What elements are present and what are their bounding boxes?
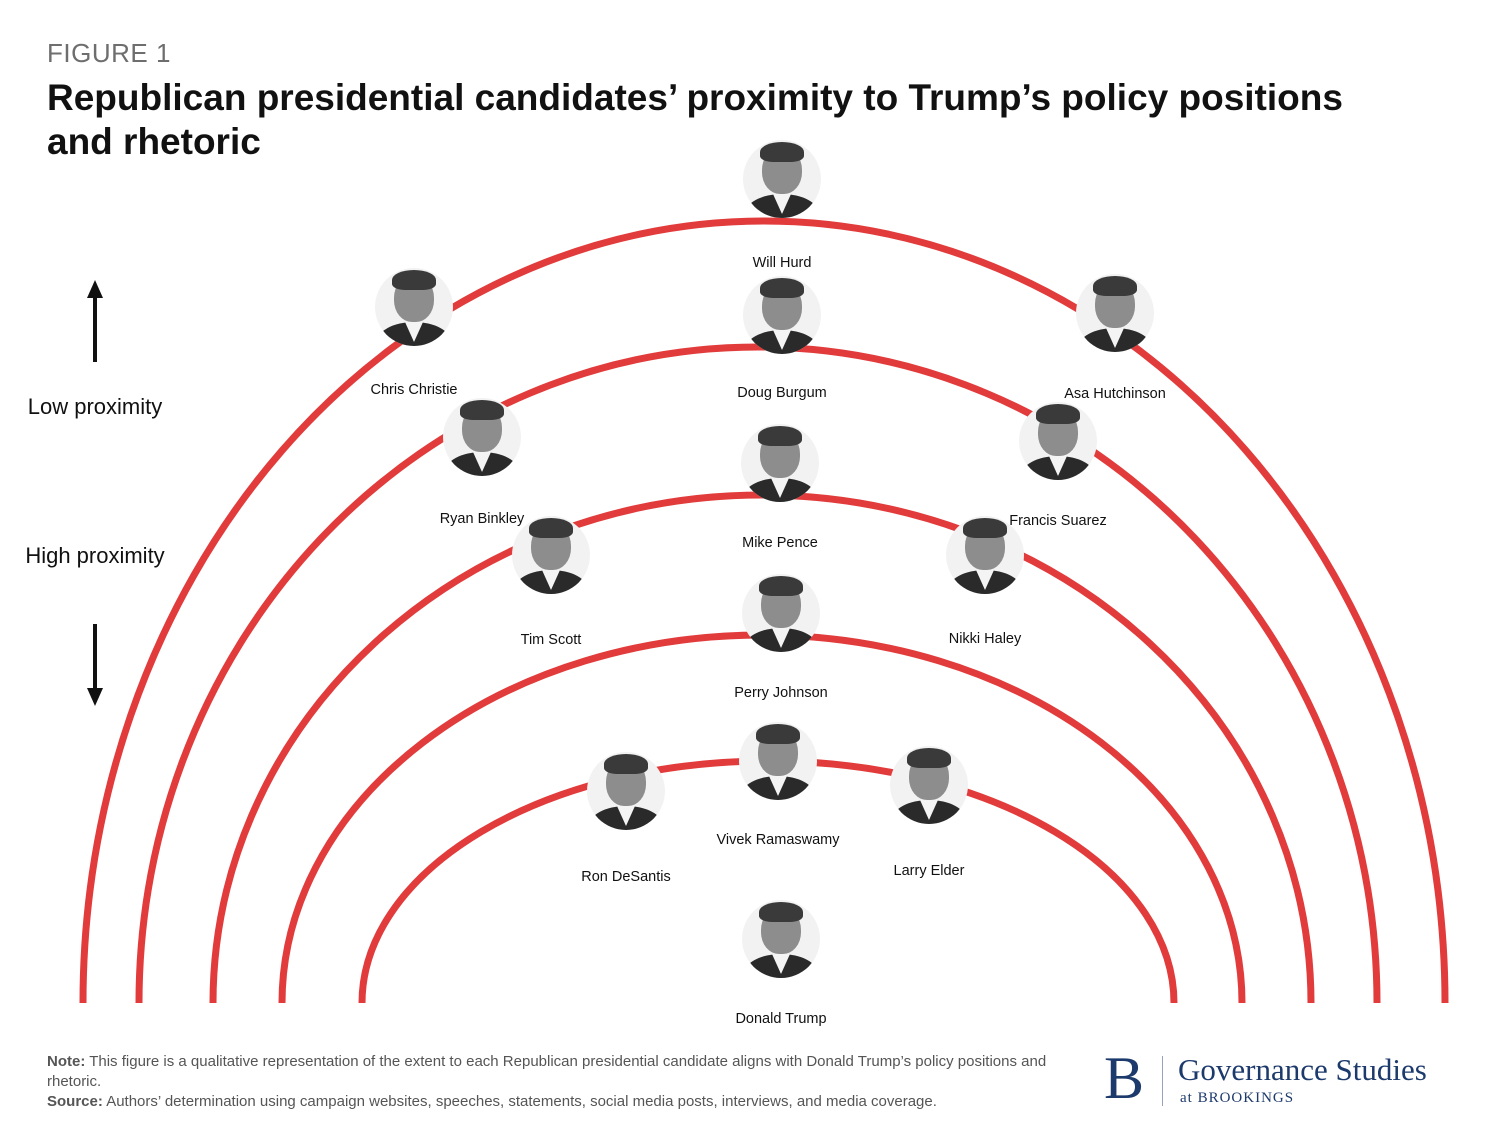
portrait-nikki-haley [946, 516, 1024, 594]
candidate-doug-burgum: Doug Burgum [732, 276, 832, 401]
logo-main-text: Governance Studies [1178, 1052, 1427, 1087]
candidate-name: Perry Johnson [734, 685, 828, 701]
brookings-logo: B Governance Studies at BROOKINGS [1104, 1045, 1474, 1111]
candidate-perry-johnson: Perry Johnson [731, 574, 831, 701]
figure-title: Republican presidential candidates’ prox… [47, 77, 1343, 162]
candidate-vivek-ramaswamy: Vivek Ramaswamy [716, 722, 840, 848]
candidate-name: Will Hurd [752, 255, 812, 271]
candidate-name: Asa Hutchinson [1064, 386, 1166, 402]
arrow-down-icon [87, 624, 103, 706]
candidate-asa-hutchinson: Asa Hutchinson [1064, 274, 1166, 402]
portrait-donald-trump [742, 900, 820, 978]
logo-mark: B [1104, 1045, 1145, 1111]
candidate-name: Vivek Ramaswamy [716, 832, 840, 848]
portrait-francis-suarez [1019, 402, 1097, 480]
arc-ring-5 [79, 217, 1449, 1004]
logo-divider [1162, 1056, 1163, 1106]
candidate-name: Ryan Binkley [439, 511, 525, 527]
high-proximity-label: High proximity [25, 543, 165, 568]
candidate-name: Chris Christie [370, 382, 458, 398]
candidate-name: Donald Trump [735, 1011, 827, 1027]
source-line: Source: Authors’ determination using cam… [47, 1092, 1067, 1112]
candidate-ron-desantis: Ron DeSantis [576, 752, 676, 885]
portrait-chris-christie [375, 268, 453, 346]
portrait-doug-burgum [743, 276, 821, 354]
footnote: Note: This figure is a qualitative repre… [47, 1052, 1067, 1112]
candidate-name: Doug Burgum [737, 385, 827, 401]
note-label: Note: [47, 1053, 86, 1070]
candidate-name: Francis Suarez [1009, 513, 1107, 529]
logo-sub-text: at BROOKINGS [1180, 1090, 1295, 1106]
note-text: This figure is a qualitative representat… [47, 1053, 1047, 1090]
portrait-vivek-ramaswamy [739, 722, 817, 800]
portrait-will-hurd [743, 140, 821, 218]
arrow-up-icon [87, 280, 103, 362]
low-proximity-label: Low proximity [27, 394, 163, 419]
portrait-asa-hutchinson [1076, 274, 1154, 352]
portrait-ryan-binkley [443, 398, 521, 476]
candidate-francis-suarez: Francis Suarez [1008, 402, 1108, 529]
candidate-chris-christie: Chris Christie [364, 268, 464, 398]
candidate-tim-scott: Tim Scott [501, 516, 601, 648]
portrait-tim-scott [512, 516, 590, 594]
candidate-mike-pence: Mike Pence [730, 424, 830, 551]
candidate-ryan-binkley: Ryan Binkley [432, 398, 532, 527]
portrait-perry-johnson [742, 574, 820, 652]
source-label: Source: [47, 1093, 103, 1110]
note-line: Note: This figure is a qualitative repre… [47, 1052, 1067, 1092]
candidate-nikki-haley: Nikki Haley [935, 516, 1035, 647]
portrait-larry-elder [890, 746, 968, 824]
source-text: Authors’ determination using campaign we… [102, 1093, 937, 1110]
candidate-will-hurd: Will Hurd [732, 140, 832, 271]
candidate-name: Mike Pence [742, 535, 818, 551]
candidate-larry-elder: Larry Elder [879, 746, 979, 879]
portrait-mike-pence [741, 424, 819, 502]
candidate-name: Ron DeSantis [581, 869, 671, 885]
portrait-ron-desantis [587, 752, 665, 830]
candidate-name: Nikki Haley [948, 631, 1022, 647]
figure-label: FIGURE 1 [47, 38, 171, 68]
candidate-donald-trump: Donald Trump [731, 900, 831, 1027]
candidate-name: Tim Scott [520, 632, 582, 648]
candidate-name: Larry Elder [893, 863, 965, 879]
